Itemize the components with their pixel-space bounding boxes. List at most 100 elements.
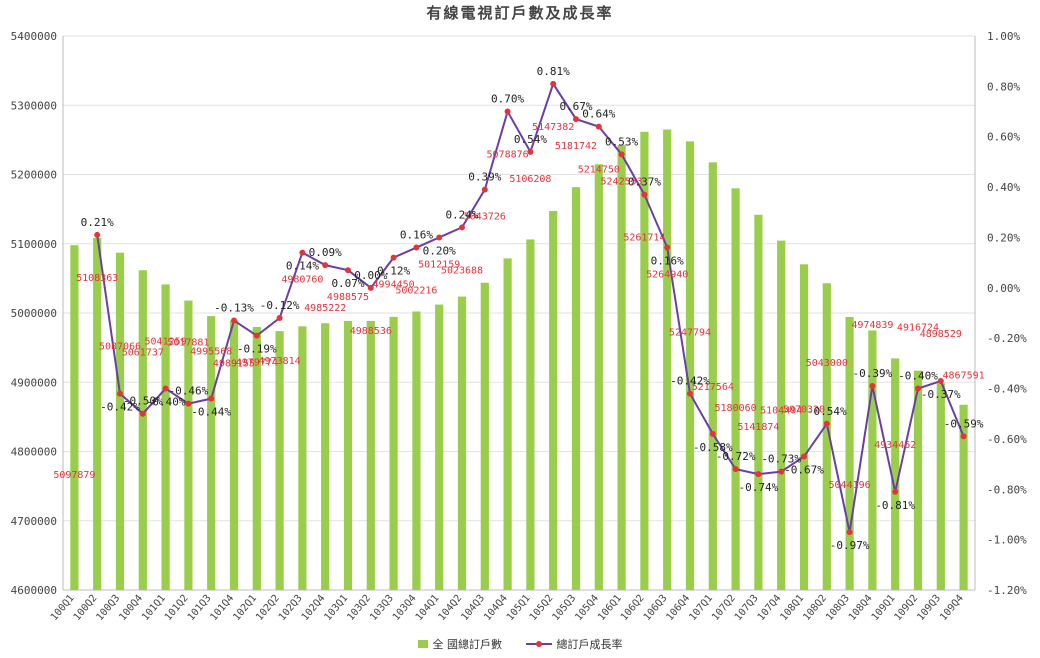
line-point [550, 80, 557, 87]
bar [845, 317, 854, 590]
line-data-label: 0.09% [309, 246, 342, 259]
y-left-tick-label: 5200000 [11, 169, 57, 182]
bar [207, 316, 216, 590]
x-tick-label: 102Q2 [254, 593, 282, 623]
line-data-label: -0.50% [123, 395, 163, 408]
line-data-label: 0.67% [559, 100, 592, 113]
bar-data-label: 5264940 [646, 270, 688, 281]
bar-data-label: 5044196 [829, 480, 871, 491]
line-data-label: -0.97% [830, 539, 870, 552]
line-point [869, 383, 876, 390]
line-point [618, 151, 625, 158]
line-point [687, 390, 693, 397]
legend: 全 國總訂戶數 總訂戶成長率 [0, 636, 1040, 652]
x-tick-label: 106Q4 [665, 593, 693, 623]
line-point [709, 430, 716, 437]
x-tick-label: 108Q4 [847, 593, 875, 623]
bar-data-label: 4979774 [236, 358, 278, 369]
y-left-tick-label: 4700000 [11, 515, 57, 528]
line-point [94, 231, 101, 238]
line-point [573, 116, 579, 123]
x-tick-label: 105Q4 [573, 593, 601, 623]
bar [708, 162, 717, 591]
bar-data-label: 5043000 [806, 358, 848, 369]
bar-data-label: 5217564 [692, 382, 734, 393]
line-data-label: -0.42% [670, 375, 710, 388]
bar [549, 210, 558, 590]
legend-line-label: 總訂戶成長率 [556, 638, 623, 651]
x-tick-label: 105Q1 [505, 593, 533, 623]
line-point [345, 267, 351, 274]
bar [343, 320, 353, 590]
line-data-label: -0.42% [100, 401, 140, 414]
bar-data-label: 4934462 [874, 440, 916, 451]
line-data-label: 0.70% [491, 93, 524, 106]
line-point [162, 385, 169, 392]
bar [868, 330, 877, 590]
x-tick-label: 109Q4 [938, 593, 966, 623]
line-data-label: 0.00% [354, 269, 387, 282]
bar [891, 358, 900, 590]
bar [503, 258, 512, 590]
x-tick-label: 108Q1 [779, 593, 807, 623]
line-point [823, 420, 830, 427]
x-tick-label: 104Q1 [414, 593, 442, 623]
bar-data-label: 4898529 [920, 329, 962, 340]
line-data-label: 0.39% [468, 171, 501, 184]
line-data-label: -0.37% [921, 388, 961, 401]
x-tick-label: 101Q2 [163, 593, 191, 623]
bar-data-label: 5242553 [601, 176, 643, 187]
bar [913, 370, 923, 590]
bar [754, 214, 763, 590]
bar-data-label: 4989155 [213, 359, 255, 370]
x-tick-label: 104Q3 [459, 593, 487, 623]
bar [389, 316, 398, 590]
x-tick-label: 100Q3 [95, 593, 123, 623]
y-right-tick-label: -0.60% [987, 433, 1027, 446]
x-tick-label: 109Q2 [893, 593, 921, 623]
y-left-tick-label: 4800000 [11, 446, 57, 459]
bar [685, 141, 695, 590]
line-data-label: 0.24% [445, 208, 478, 221]
bar-data-label: 5023688 [441, 265, 483, 276]
bar [640, 131, 649, 590]
y-left-tick-label: 4900000 [11, 376, 57, 389]
bar [366, 320, 375, 590]
line-data-label: -0.73% [761, 453, 801, 466]
x-tick-label: 106Q1 [596, 593, 624, 623]
bar-data-label: 5087066 [99, 342, 141, 353]
line-data-label: 0.21% [81, 216, 114, 229]
x-tick-label: 103Q1 [323, 593, 351, 623]
bar-data-label: 5012159 [418, 259, 460, 270]
y-right-tick-label: -1.00% [987, 534, 1027, 547]
x-tick-label: 100Q1 [49, 593, 77, 623]
line-point [117, 390, 123, 397]
bar [70, 245, 79, 590]
x-tick-label: 107Q4 [756, 593, 784, 623]
line-point [459, 224, 465, 231]
y-left-tick-label: 5400000 [11, 30, 57, 43]
line-point [413, 244, 420, 251]
line-point [527, 148, 534, 155]
x-tick-label: 100Q4 [117, 593, 145, 623]
bar-data-label: 4994450 [373, 280, 415, 291]
bar-data-label: 5180060 [715, 403, 757, 414]
line-point [276, 315, 283, 322]
bar-data-label: 5261714 [623, 233, 665, 244]
bar [412, 311, 421, 590]
x-tick-label: 105Q3 [551, 593, 579, 623]
line-point [846, 529, 853, 536]
line-data-label: -0.67% [784, 464, 824, 477]
bar [93, 237, 102, 590]
bar [252, 327, 261, 590]
legend-item-bar: 全 國總訂戶數 [417, 636, 502, 652]
line-point [208, 395, 215, 402]
line-point [892, 488, 899, 495]
line-point [755, 471, 762, 478]
line-data-label: -0.12% [260, 299, 300, 312]
bar [480, 282, 489, 590]
line-data-label: 0.20% [423, 244, 456, 257]
bar-data-label: 5078876 [487, 150, 529, 161]
legend-line-swatch [525, 640, 552, 648]
line-data-label: -0.19% [237, 343, 277, 356]
